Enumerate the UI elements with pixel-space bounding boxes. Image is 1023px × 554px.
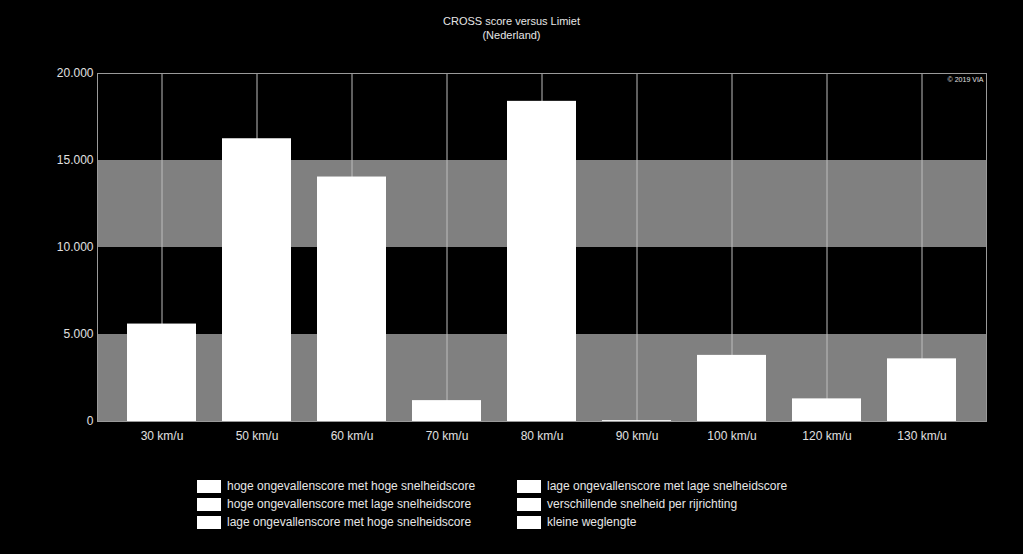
svg-text:130 km/u: 130 km/u <box>897 429 946 443</box>
svg-text:90 km/u: 90 km/u <box>616 429 659 443</box>
svg-text:15.000: 15.000 <box>57 153 94 167</box>
svg-text:10.000: 10.000 <box>57 240 94 254</box>
svg-text:20.000: 20.000 <box>57 66 94 80</box>
svg-text:120 km/u: 120 km/u <box>802 429 851 443</box>
html-text:kleine weglengte: kleine weglengte <box>547 515 637 529</box>
html-text:CROSS score versus Limiet: CROSS score versus Limiet <box>443 15 580 27</box>
html-text:hoge ongevallenscore met hoge: hoge ongevallenscore met hoge snelheidsc… <box>227 479 476 493</box>
svg-text:30 km/u: 30 km/u <box>141 429 184 443</box>
html-text:verschillende snelheid per rij: verschillende snelheid per rijrichting <box>547 497 738 511</box>
html-text:lage ongevallenscore met lage: lage ongevallenscore met lage snelheidsc… <box>547 479 788 493</box>
svg-text:© 2019 VIA: © 2019 VIA <box>948 76 984 83</box>
svg-text:80 km/u: 80 km/u <box>521 429 564 443</box>
html-text:lage ongevallenscore met hoge: lage ongevallenscore met hoge snelheidsc… <box>227 515 472 529</box>
svg-text:0: 0 <box>87 414 94 428</box>
svg-text:100 km/u: 100 km/u <box>707 429 756 443</box>
html-text:hoge ongevallenscore met lage: hoge ongevallenscore met lage snelheidsc… <box>227 497 472 511</box>
svg-text:60 km/u: 60 km/u <box>331 429 374 443</box>
svg-text:5.000: 5.000 <box>63 327 93 341</box>
svg-text:50 km/u: 50 km/u <box>236 429 279 443</box>
svg-text:70 km/u: 70 km/u <box>426 429 469 443</box>
html-text:(Nederland): (Nederland) <box>482 29 541 41</box>
